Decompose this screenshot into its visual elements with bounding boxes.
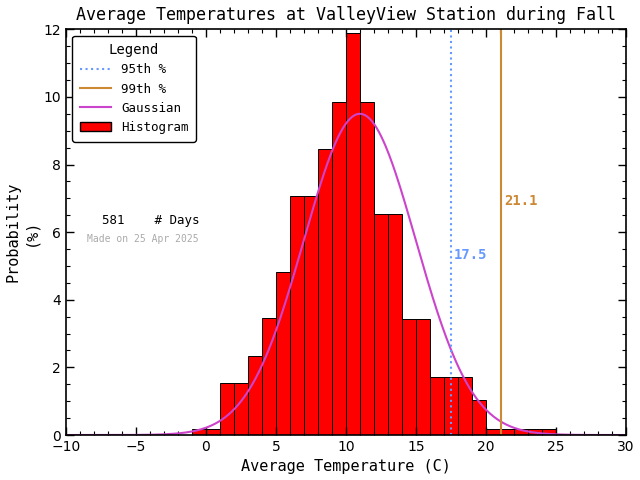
Bar — [290, 196, 304, 435]
Bar — [388, 214, 402, 435]
95th % — [447, 398, 454, 404]
Gaussian — [62, 432, 70, 438]
Text: 21.1: 21.1 — [504, 194, 538, 208]
99th % — [497, 432, 505, 438]
Gaussian — [396, 185, 404, 191]
Gaussian — [328, 149, 335, 155]
Bar — [360, 102, 374, 435]
Bar — [276, 272, 290, 435]
Bar — [206, 429, 220, 435]
Text: 17.5: 17.5 — [454, 248, 487, 262]
Legend: 95th %, 99th %, Gaussian, Histogram: 95th %, 99th %, Gaussian, Histogram — [72, 36, 196, 142]
Gaussian — [522, 428, 530, 434]
Bar — [541, 429, 556, 435]
Y-axis label: Probability
(%): Probability (%) — [6, 182, 38, 282]
Bar — [374, 214, 388, 435]
Bar — [500, 429, 514, 435]
95th % — [447, 432, 454, 438]
Bar — [262, 318, 276, 435]
Gaussian — [609, 432, 617, 438]
Bar — [430, 377, 444, 435]
Gaussian — [366, 116, 374, 122]
Bar — [248, 356, 262, 435]
X-axis label: Average Temperature (C): Average Temperature (C) — [241, 459, 451, 474]
Bar — [318, 149, 332, 435]
Bar — [472, 400, 486, 435]
Bar — [514, 429, 528, 435]
Bar — [192, 429, 206, 435]
Line: Gaussian: Gaussian — [66, 114, 626, 435]
Text: Made on 25 Apr 2025: Made on 25 Apr 2025 — [87, 234, 199, 244]
Bar — [234, 383, 248, 435]
Bar — [332, 102, 346, 435]
Bar — [486, 429, 500, 435]
Bar — [402, 319, 416, 435]
Title: Average Temperatures at ValleyView Station during Fall: Average Temperatures at ValleyView Stati… — [76, 6, 616, 24]
Bar — [346, 33, 360, 435]
Bar — [458, 377, 472, 435]
Bar — [220, 383, 234, 435]
Gaussian — [622, 432, 630, 438]
Bar — [304, 196, 318, 435]
Bar — [416, 319, 430, 435]
Text: 581    # Days: 581 # Days — [87, 214, 200, 227]
Gaussian — [332, 141, 339, 146]
99th % — [497, 398, 505, 404]
Bar — [528, 429, 541, 435]
Gaussian — [356, 111, 364, 117]
Bar — [444, 377, 458, 435]
